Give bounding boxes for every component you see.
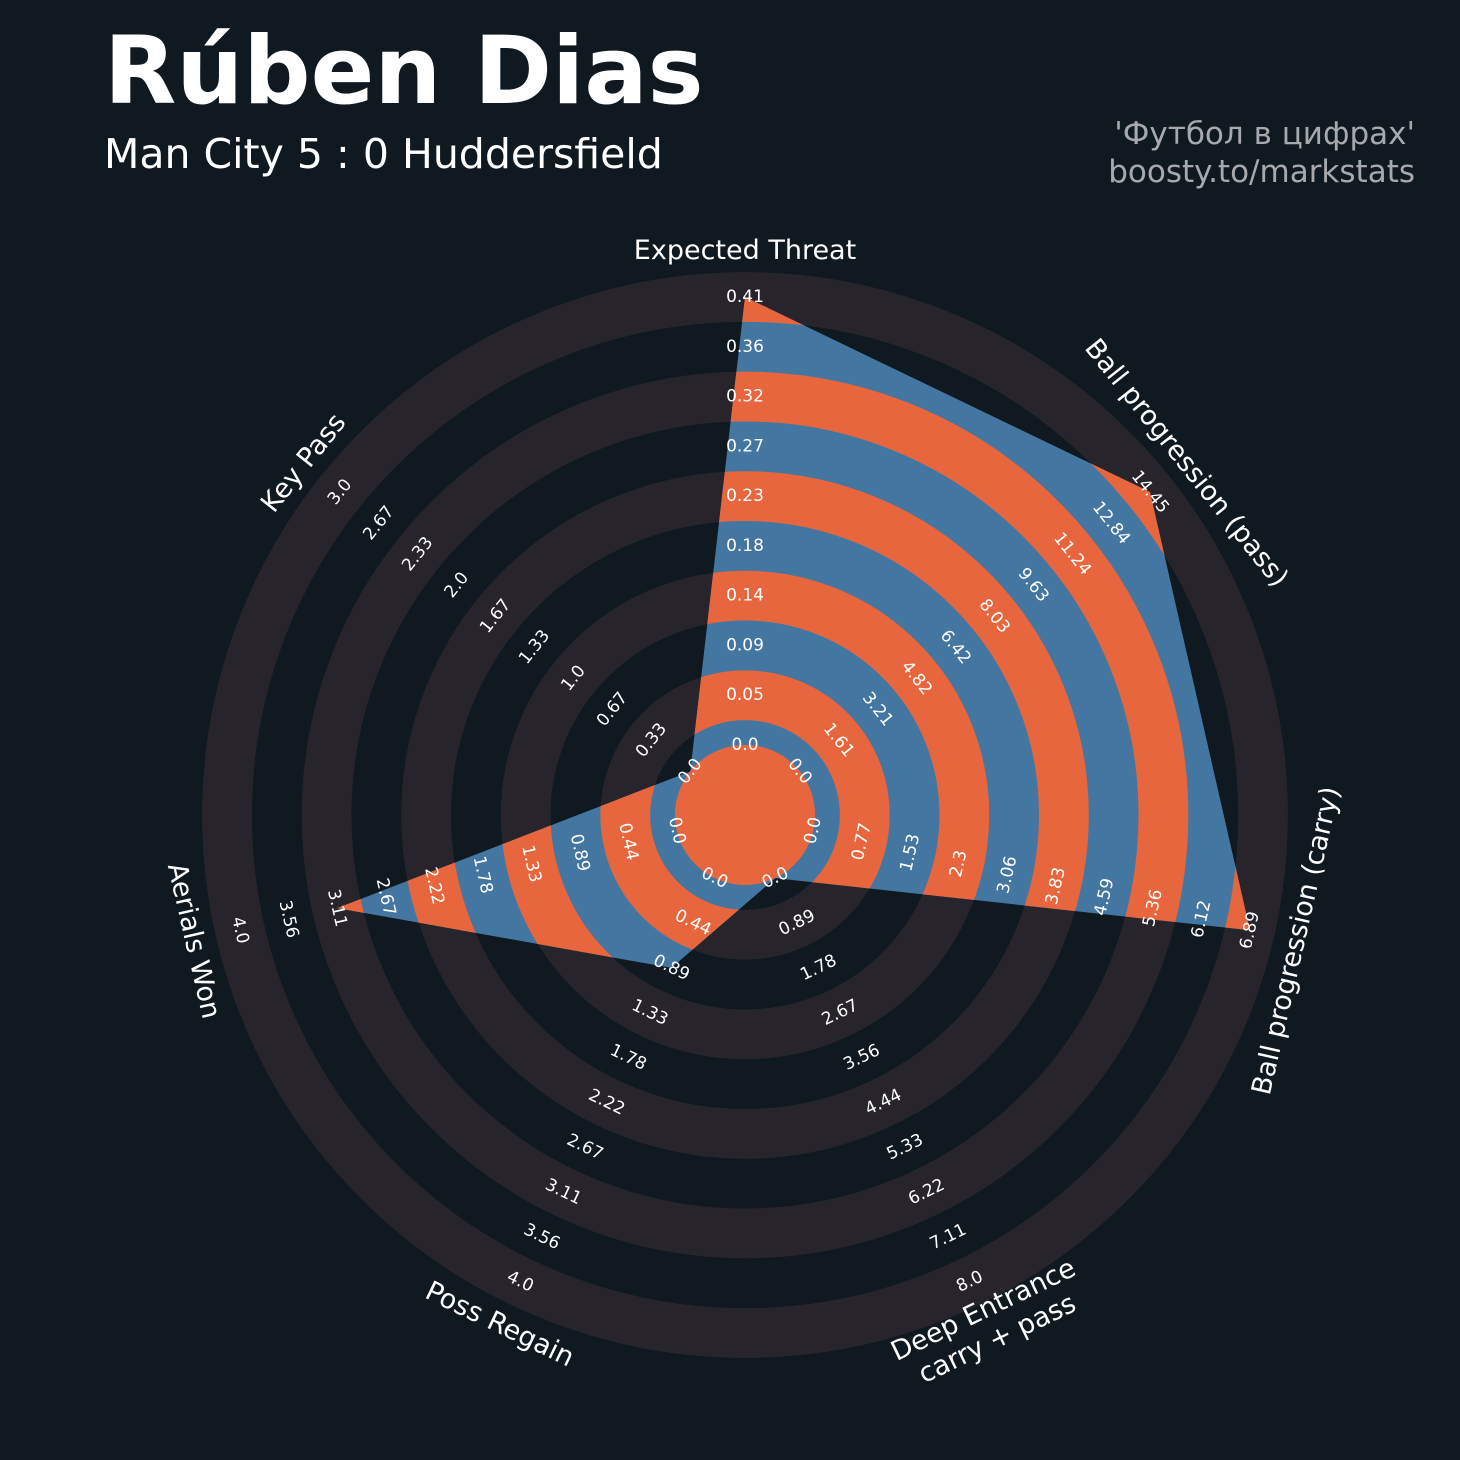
- tick-label: 2.67: [359, 502, 398, 544]
- center-disc: [675, 745, 815, 885]
- tick-label: 0.14: [726, 586, 764, 606]
- tick-label: 0.23: [726, 486, 764, 506]
- axis-label: Expected Threat: [634, 235, 856, 266]
- credit-line-1: 'Футбол в цифрах': [1114, 116, 1415, 152]
- axis-label-line: Expected Threat: [634, 235, 856, 266]
- chart-title: Rúben Dias: [104, 17, 704, 126]
- tick-label: 1.78: [607, 1040, 650, 1074]
- credit-line-2: boosty.to/markstats: [1108, 154, 1415, 190]
- tick-label: 2.67: [564, 1130, 607, 1164]
- tick-label: 3.56: [275, 899, 303, 940]
- tick-label: 1.33: [515, 626, 554, 668]
- tick-label: 1.78: [797, 951, 840, 985]
- tick-label: 5.33: [884, 1130, 927, 1164]
- polygon-band: [337, 371, 1189, 968]
- tick-label: 0.18: [726, 536, 764, 556]
- tick-label: 0.05: [726, 685, 764, 705]
- tick-label: 3.56: [840, 1040, 883, 1074]
- tick-label: 0.32: [726, 387, 764, 407]
- tick-label: 0.67: [593, 688, 632, 730]
- tick-label: 0.41: [726, 287, 764, 307]
- tick-label: 0.0: [731, 735, 758, 755]
- tick-label: 0.89: [650, 951, 693, 985]
- player-value-polygon: [337, 297, 1250, 968]
- tick-label: 7.11: [927, 1220, 970, 1254]
- tick-label: 2.0: [441, 568, 473, 602]
- tick-label: 3.56: [520, 1220, 563, 1254]
- chart-subtitle: Man City 5 : 0 Huddersfield: [104, 130, 663, 178]
- axis-ticks: 0.0 0.05 0.09 0.14 0.18 0.23 0.27 0.32 0.36 0.41: [726, 287, 764, 755]
- tick-label: 0.36: [726, 337, 764, 357]
- tick-label: 0.27: [726, 436, 764, 456]
- tick-label: 0.09: [726, 635, 764, 655]
